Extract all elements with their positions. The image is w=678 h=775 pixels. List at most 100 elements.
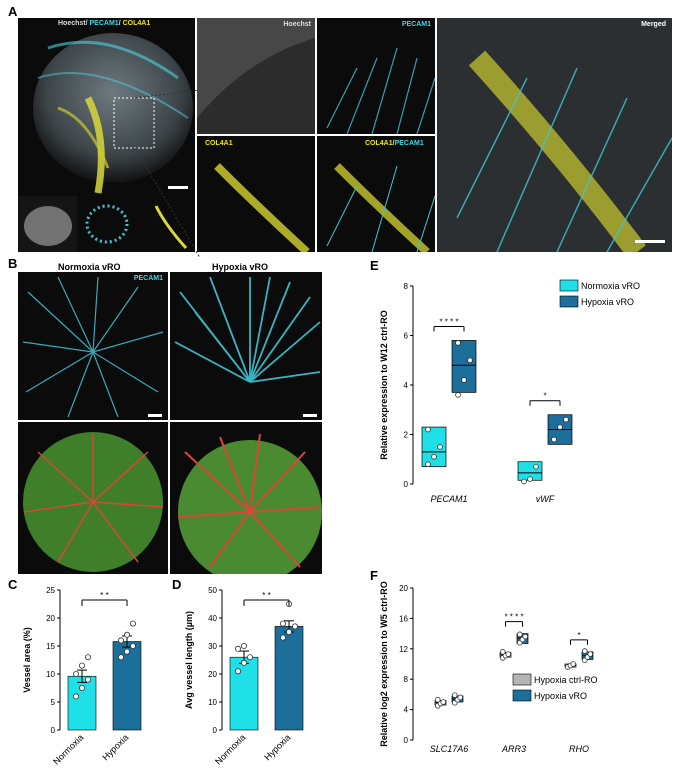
normoxia-channel-label: PECAM1 (133, 275, 163, 282)
thumb-pecam1 (77, 196, 136, 252)
e-point-0-1-1 (461, 377, 467, 383)
c-point-0-3 (73, 671, 80, 678)
tile-merged-large: Merged (437, 18, 672, 252)
c-xtick-label-0: Normoxia (51, 732, 85, 766)
tile-col4a1-label: COL4A1 (205, 140, 233, 147)
c-bar-1 (112, 641, 142, 731)
chart-e: 0 2 4 6 8 Relative expression to W12 ctrl-RO P… (379, 279, 640, 504)
c-ytick-label-5: 25 (46, 586, 55, 595)
f-ytick-label-4: 16 (399, 614, 408, 623)
f-legend-label-0: Hypoxia ctrl-RO (534, 675, 598, 685)
f-ytick-label-5: 20 (399, 584, 408, 593)
overview-label: Hoechst/ PECAM1/ COL4A1 (58, 20, 151, 27)
d-point-0-3 (235, 645, 242, 652)
f-ytick-label-2: 8 (404, 675, 409, 684)
e-legend-label-1: Hypoxia vRO (581, 297, 634, 307)
c-point-1-2 (130, 643, 137, 650)
c-ytick-label-3: 15 (46, 642, 55, 651)
f-point-0-1-2 (457, 694, 464, 701)
d-point-0-2 (247, 654, 254, 661)
panel-a-letter: A (8, 4, 18, 19)
c-point-1-4 (124, 631, 131, 638)
e-point-0-0-0 (425, 461, 431, 468)
c-point-0-2 (85, 676, 92, 683)
e-ytick-label-2: 4 (404, 381, 409, 390)
zoom-lines (134, 90, 201, 259)
e-xtick-label-0: PECAM1 (430, 494, 467, 504)
panel-b-letter: B (8, 256, 18, 271)
e-point-1-1-0 (551, 436, 557, 443)
c-point-0-1 (79, 685, 86, 692)
f-xtick-label-1: ARR3 (501, 744, 526, 754)
d-ytick-label-5: 50 (208, 586, 217, 595)
e-legend-label-0: Normoxia vRO (581, 281, 640, 291)
tile-hoechst-label: Hoechst (283, 21, 311, 28)
f-point-1-0-3 (499, 649, 506, 655)
scale-bar-large (635, 240, 665, 243)
e-ytick-label-3: 6 (404, 332, 409, 341)
hypoxia-segmentation-image (170, 422, 322, 574)
d-bar-1 (274, 626, 304, 731)
hypoxia-scale-bar (303, 414, 317, 417)
tile-merged-label: Merged (641, 21, 666, 28)
e-xtick-label-1: vWF (536, 494, 555, 504)
e-point-0-0-3 (425, 426, 431, 433)
d-point-1-0 (280, 634, 287, 641)
d-xtick-label-1: Hypoxia (262, 732, 292, 762)
panel-f-letter: F (370, 568, 378, 583)
d-xtick-label-0: Normoxia (213, 732, 247, 766)
f-point-0-0-3 (434, 696, 441, 703)
e-ytick-label-4: 8 (404, 282, 409, 291)
e-legend-swatch-0 (559, 279, 579, 292)
c-point-1-0 (118, 654, 125, 661)
hypoxia-pecam1-image (170, 272, 322, 420)
c-ytick-label-0: 0 (51, 726, 56, 735)
e-point-1-1-1 (557, 424, 563, 430)
f-xtick-label-2: RHO (569, 744, 589, 754)
c-sig-stars: * * (100, 591, 108, 600)
overview-organoid (33, 33, 193, 194)
e-ytick-label-0: 0 (404, 480, 409, 489)
c-point-0-4 (79, 662, 86, 669)
thumb-col4a1 (136, 196, 195, 252)
d-ytick-label-3: 30 (208, 642, 217, 651)
panel-c-letter: C (8, 577, 18, 592)
e-point-1-0-0 (521, 478, 527, 485)
d-point-0-1 (241, 659, 248, 666)
tile-merge-label: COL4A1/PECAM1 (365, 140, 424, 147)
chart-d: 0 10 20 30 40 50 Avg vessel length (µm) Normoxi… (184, 586, 304, 767)
tile-pecam1: PECAM1 (317, 18, 435, 134)
f-ytick-label-0: 0 (404, 736, 409, 745)
f-legend-swatch-1 (512, 689, 532, 702)
f-point-0-1-3 (451, 692, 458, 698)
f-sig-stars-2: * (577, 631, 580, 640)
d-point-1-1 (286, 629, 293, 636)
d-ytick-label-2: 20 (208, 670, 217, 679)
f-legend-swatch-0 (512, 673, 532, 686)
panel-e-letter: E (370, 258, 379, 273)
d-ytick-label-4: 40 (208, 614, 217, 623)
normoxia-scale-bar (148, 414, 162, 417)
d-ylabel: Avg vessel length (µm) (184, 611, 194, 709)
e-point-0-1-0 (455, 392, 461, 398)
d-ytick-label-1: 10 (208, 698, 217, 707)
hypoxia-title: Hypoxia vRO (212, 262, 269, 272)
e-ylabel: Relative expression to W12 ctrl-RO (379, 310, 389, 460)
e-point-1-0-1 (527, 476, 533, 482)
c-point-1-1 (124, 648, 131, 655)
f-point-1-0-2 (505, 651, 512, 657)
c-point-1-5 (130, 620, 137, 627)
d-point-1-2 (292, 623, 299, 630)
d-ytick-label-0: 0 (213, 726, 218, 735)
f-sig-stars-1: * * * * (504, 613, 523, 622)
normoxia-segmentation-image (18, 422, 168, 574)
normoxia-pecam1-image: PECAM1 (18, 272, 168, 420)
e-point-1-1-2 (563, 416, 569, 423)
e-sig-stars-0: * * * * (439, 317, 458, 326)
panel-d-letter: D (172, 577, 182, 592)
e-point-0-1-3 (455, 340, 461, 346)
e-box-0-1 (451, 340, 477, 393)
e-point-1-0-2 (533, 463, 539, 470)
d-sig-stars: * * (262, 591, 270, 600)
thumb-hoechst (18, 196, 77, 252)
